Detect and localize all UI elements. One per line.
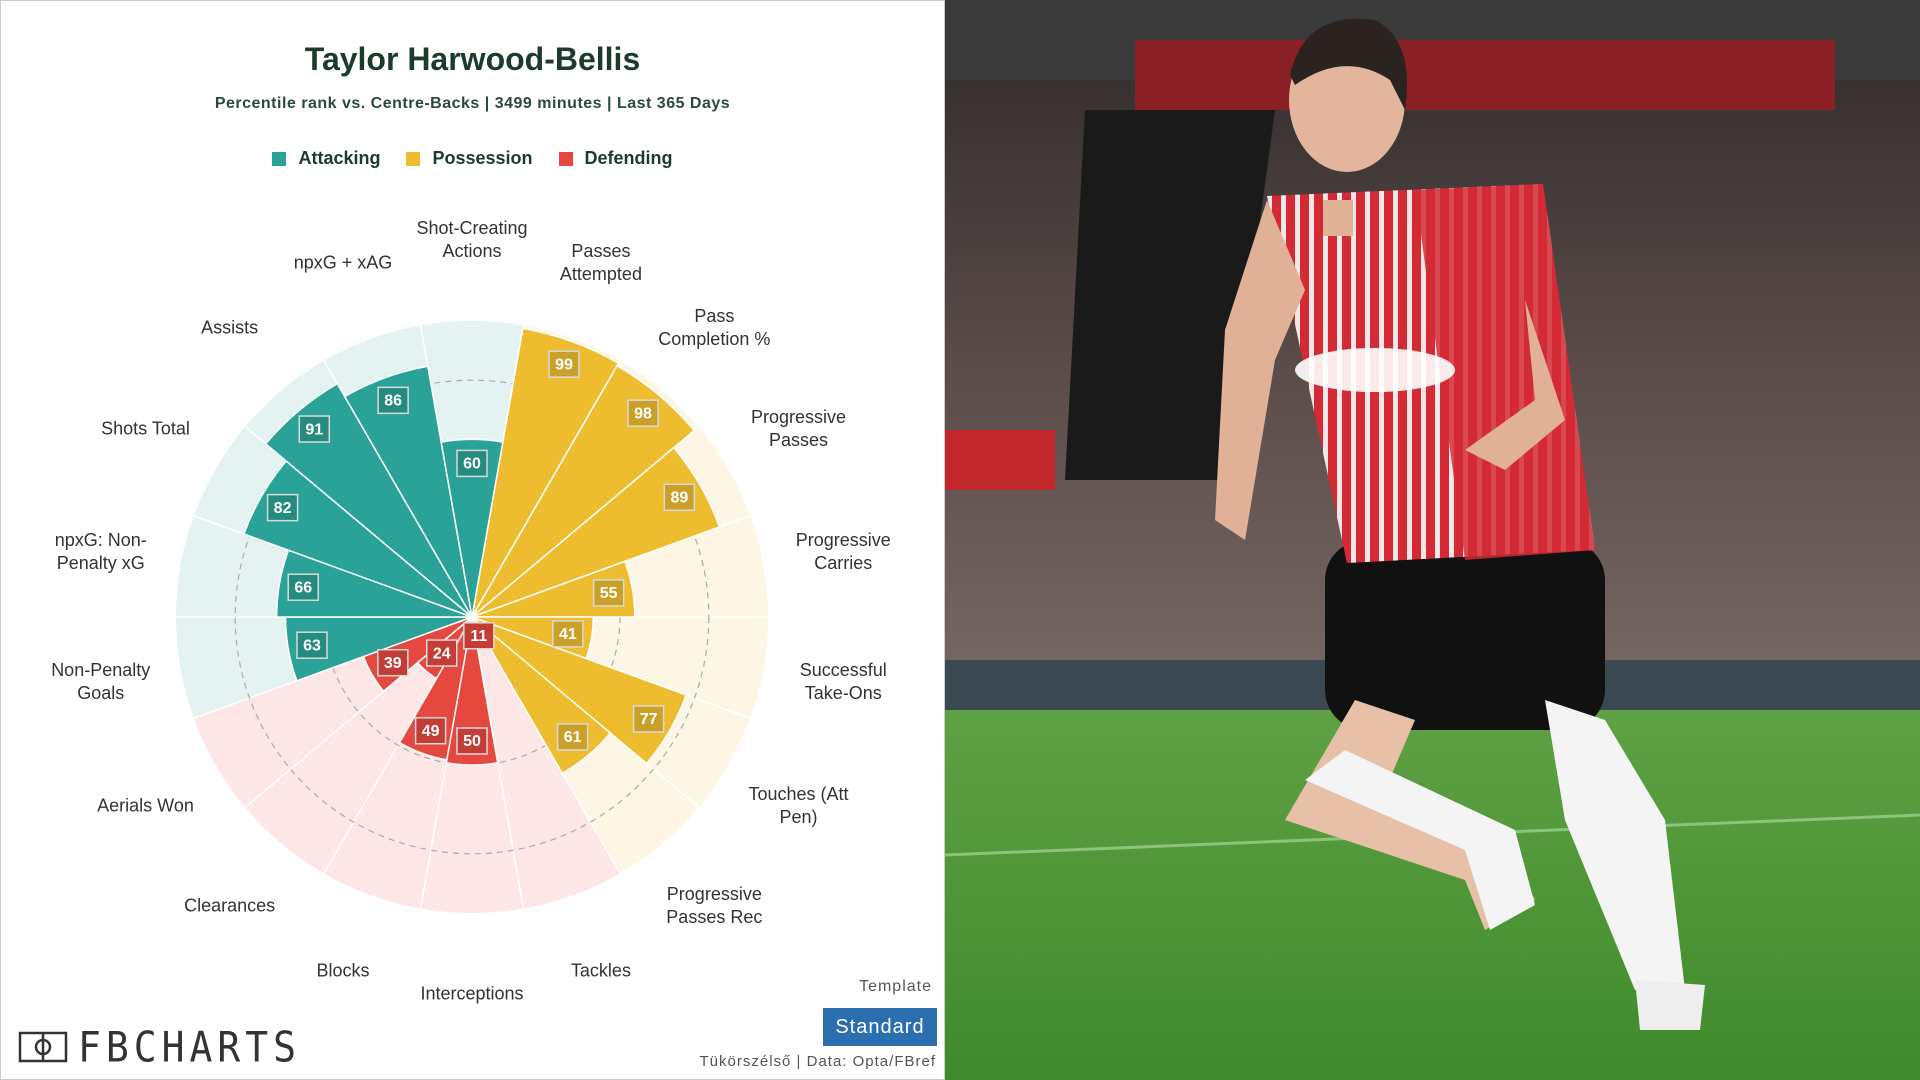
category-label: Successful Take-Ons [799,660,887,704]
legend-swatch [272,151,287,166]
category-label: Touches (Att Pen) [748,783,849,827]
value-label: 63 [303,637,321,654]
category-label: Progressive Carries [795,529,891,573]
value-label-box [663,483,696,512]
category-label: Progressive Passes [750,406,846,450]
player-photo [945,0,1920,1080]
value-label-box [456,727,488,755]
category-label: Passes Attempted [559,240,642,284]
value-label: 24 [433,645,451,662]
bar [471,364,696,618]
category-label: Progressive Passes Rec [666,883,763,927]
logo: FBCHARTS [18,1022,302,1072]
value-label-box [414,716,447,745]
chart-title: Taylor Harwood-Bellis [304,41,641,77]
legend-swatch [558,151,573,166]
value-label: 98 [634,405,652,422]
category-label: npxG + xAG [293,252,393,273]
slice-background [472,617,620,909]
legend-label: Attacking [298,148,381,168]
value-label: 49 [422,723,440,740]
logo-text: FBCHARTS [78,1022,302,1072]
value-label-box [296,631,328,659]
value-label: 50 [463,733,481,750]
category-label: Aerials Won [97,795,194,815]
value-label: 41 [559,626,577,643]
value-label: 66 [294,579,312,596]
logo-icon [18,1031,68,1063]
category-label: Clearances [184,895,276,916]
credit: Tükörszélső | Data: Opta/FBref [699,1053,936,1070]
slice-background [245,617,472,874]
value-label-box [287,573,319,601]
value-label-box [632,705,665,733]
value-label-box [266,493,299,522]
value-label: 89 [670,489,688,506]
legend: Attacking Possession Defending [1,148,944,169]
legend-item: Defending [558,148,673,169]
category-label: Tackles [570,960,631,981]
category-label: Assists [201,317,259,338]
chart: 99 98 89 55 41 77 61 11 50 49 24 39 63 66 82 91 86 60 [176,321,768,914]
value-label: 39 [384,655,402,672]
value-label-box [548,350,580,378]
value-label-box [298,415,331,443]
bar [440,438,504,618]
legend-label: Defending [584,148,673,168]
template-button[interactable]: Standard [823,1008,937,1046]
category-label: Non-Penalty Goals [51,660,151,704]
value-label: 82 [274,500,292,517]
category-label: Shot-Creating Actions [416,218,528,261]
value-label: 55 [600,585,618,602]
bar [471,327,620,618]
value-label-box [377,648,409,677]
bar [343,365,473,618]
value-label-box [552,620,584,648]
value-label: 77 [640,711,658,728]
value-label-box [463,622,495,650]
value-label-box [377,386,409,415]
category-label: Blocks [316,960,370,981]
bar [471,446,721,618]
chart-subtitle: Percentile rank vs. Centre-Backs | 3499 … [214,95,731,112]
category-label: Interceptions [420,983,524,1004]
legend-item: Possession [406,148,533,169]
legend-label: Possession [432,148,533,168]
value-label: 91 [305,421,323,438]
value-label: 61 [564,729,582,746]
value-label: 99 [555,356,573,373]
legend-item: Attacking [272,148,380,169]
category-label: Pass Completion % [658,306,771,350]
value-label-box [426,639,458,667]
value-label-box [556,723,589,751]
value-labels: 99 98 89 55 41 77 61 11 50 49 24 39 63 66 82 91 86 60 [266,350,696,755]
value-label-box [592,579,625,607]
grid-circle [234,379,710,855]
value-label: 60 [463,456,481,473]
value-label-box [627,399,659,427]
value-label: 86 [384,393,402,410]
value-label-box [456,449,488,478]
legend-swatch [406,151,421,166]
template-label: Template [859,978,932,995]
value-label: 11 [470,628,487,645]
category-label: npxG: Non-Penalty xG [54,529,147,573]
bar [471,616,688,765]
chart-panel: 99 98 89 55 41 77 61 11 50 49 24 39 63 66 82 91 86 60 Tay… [0,0,945,1080]
category-label: Shots Total [101,418,190,438]
